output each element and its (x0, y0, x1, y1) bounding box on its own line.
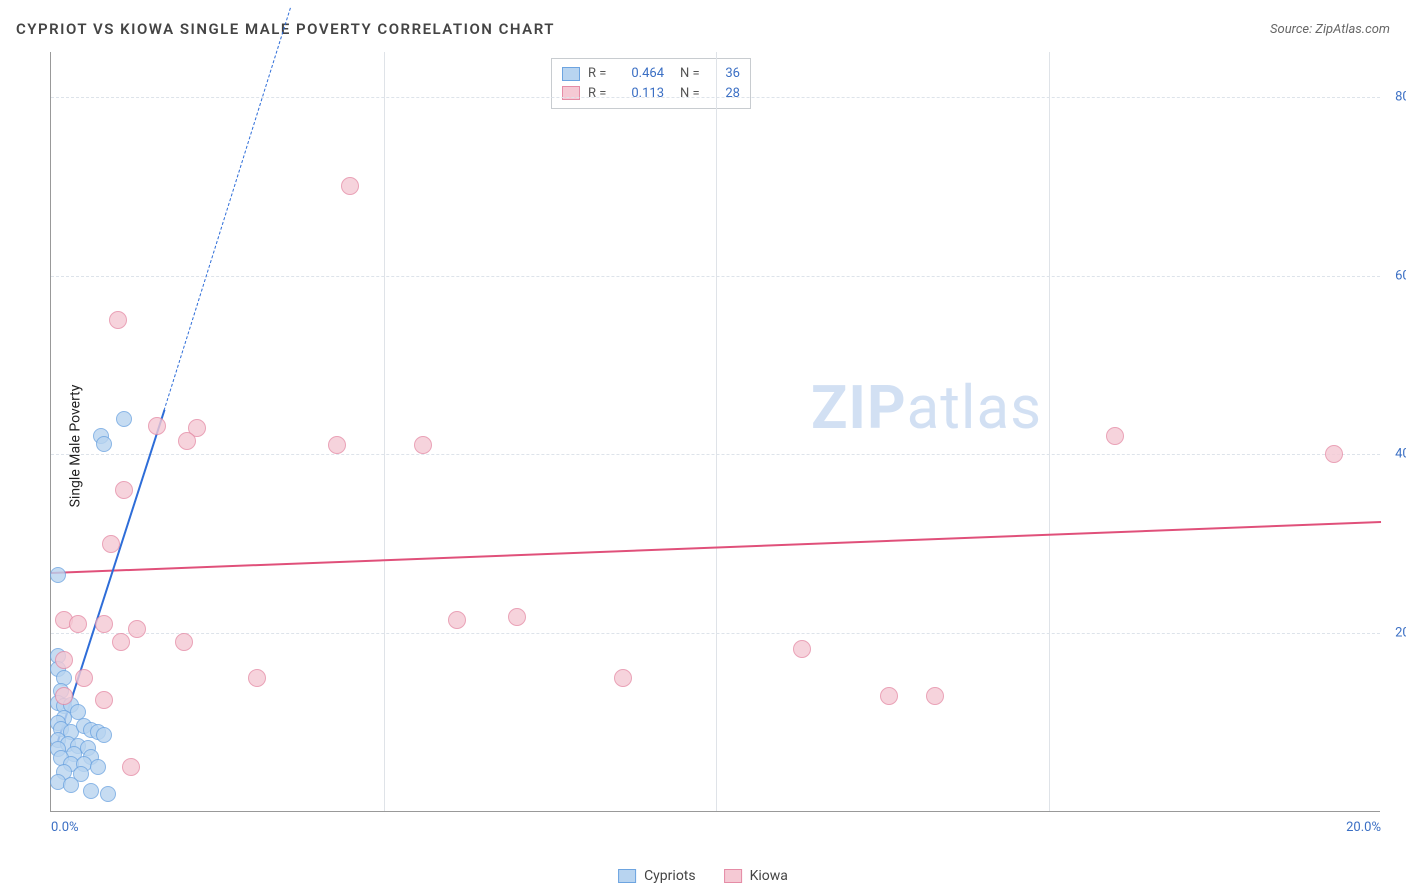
data-point (880, 687, 898, 705)
gridline-v (716, 52, 717, 811)
x-tick-label: 0.0% (51, 820, 79, 835)
data-point (83, 783, 99, 799)
data-point (95, 691, 113, 709)
data-point (95, 615, 113, 633)
watermark-zip: ZIP (811, 372, 907, 443)
y-tick-label: 80.0% (1382, 89, 1406, 104)
legend-item: Cypriots (618, 868, 696, 884)
data-point (1325, 445, 1343, 463)
y-tick-label: 40.0% (1382, 447, 1406, 462)
legend-r-value: 0.464 (620, 64, 664, 84)
y-tick-label: 60.0% (1382, 268, 1406, 283)
data-point (614, 669, 632, 687)
data-point (793, 640, 811, 658)
legend-swatch (562, 67, 580, 81)
watermark: ZIPatlas (811, 372, 1042, 443)
data-point (116, 411, 132, 427)
legend-swatch (618, 869, 636, 883)
data-point (128, 620, 146, 638)
y-tick-label: 20.0% (1382, 626, 1406, 641)
x-tick-label: 20.0% (1346, 820, 1381, 835)
plot-area: ZIPatlas R =0.464N =36R =0.113N =28 20.0… (50, 52, 1380, 812)
legend-r-label: R = (588, 64, 612, 84)
data-point (115, 481, 133, 499)
legend-swatch (562, 86, 580, 100)
data-point (55, 687, 73, 705)
trend-line (57, 410, 165, 741)
gridline-v (1049, 52, 1050, 811)
data-point (112, 633, 130, 651)
data-point (175, 633, 193, 651)
chart-source: Source: ZipAtlas.com (1270, 22, 1390, 37)
data-point (55, 651, 73, 669)
data-point (109, 311, 127, 329)
legend-n-label: N = (680, 84, 704, 104)
watermark-atlas: atlas (907, 372, 1042, 443)
legend-r-value: 0.113 (620, 84, 664, 104)
data-point (96, 727, 112, 743)
data-point (50, 567, 66, 583)
data-point (90, 759, 106, 775)
data-point (328, 436, 346, 454)
legend-label: Cypriots (644, 868, 696, 884)
data-point (63, 777, 79, 793)
data-point (96, 436, 112, 452)
data-point (178, 432, 196, 450)
legend-item: Kiowa (724, 868, 788, 884)
data-point (508, 608, 526, 626)
data-point (69, 615, 87, 633)
data-point (148, 417, 166, 435)
legend-swatch (724, 869, 742, 883)
data-point (414, 436, 432, 454)
data-point (448, 611, 466, 629)
data-point (100, 786, 116, 802)
data-point (341, 177, 359, 195)
legend-stats-row: R =0.464N =36 (562, 64, 740, 84)
legend-stats-row: R =0.113N =28 (562, 84, 740, 104)
legend-series: Cypriots Kiowa (618, 868, 788, 884)
trend-line (164, 8, 291, 411)
legend-stats: R =0.464N =36R =0.113N =28 (551, 58, 751, 109)
data-point (102, 535, 120, 553)
data-point (1106, 427, 1124, 445)
legend-label: Kiowa (750, 868, 788, 884)
data-point (75, 669, 93, 687)
legend-r-label: R = (588, 84, 612, 104)
gridline-v (384, 52, 385, 811)
data-point (248, 669, 266, 687)
data-point (122, 758, 140, 776)
legend-n-label: N = (680, 64, 704, 84)
data-point (926, 687, 944, 705)
